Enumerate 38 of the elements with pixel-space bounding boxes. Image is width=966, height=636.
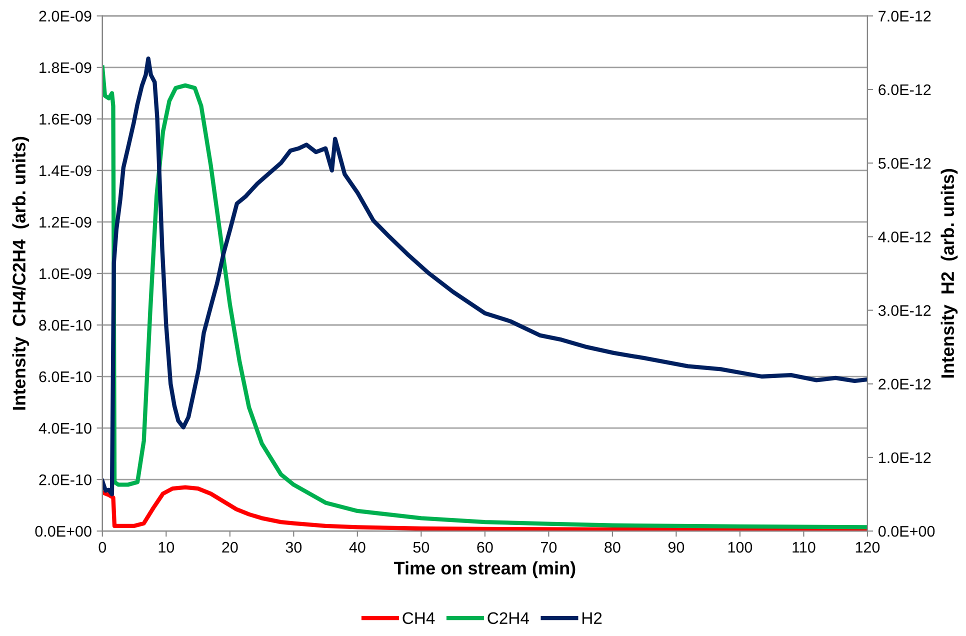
y-tick-label: 0.0E+00	[35, 526, 92, 537]
y2-axis-title: Intensity H2 (arb. units)	[940, 169, 958, 378]
legend-label: C2H4	[488, 612, 530, 624]
y-axis-title: Intensity CH4/C2H4 (arb. units)	[12, 136, 30, 410]
x-tick-label: 40	[349, 542, 366, 553]
y2-tick-label: 0.0E+00	[878, 526, 935, 537]
x-tick-label: 120	[856, 542, 880, 553]
y-tick-label: 2.0E-10	[39, 474, 92, 486]
x-tick-label: 80	[604, 542, 620, 553]
x-tick-label: 60	[477, 542, 493, 553]
y2-tick-label: 7.0E-12	[878, 10, 931, 22]
y2-tick-label: 6.0E-12	[878, 84, 931, 96]
x-tick-label: 10	[158, 542, 174, 553]
y-tick-label: 1.8E-09	[40, 62, 92, 74]
x-tick-label: 30	[286, 542, 302, 553]
y2-tick-label: 4.0E-12	[878, 232, 931, 242]
x-axis-title: Time on stream (min)	[394, 561, 576, 578]
y-tick-label: 2.0E-09	[39, 10, 92, 22]
x-tick-label: 20	[222, 542, 238, 553]
legend-label: CH4	[402, 612, 435, 624]
y2-tick-label: 1.0E-12	[879, 452, 931, 464]
x-tick-label: 90	[668, 542, 684, 553]
x-tick-label: 70	[540, 542, 557, 553]
y-tick-label: 1.6E-09	[40, 114, 92, 125]
x-tick-label: 110	[792, 542, 816, 553]
x-tick-label: 100	[728, 542, 752, 553]
y-tick-label: 8.0E-10	[39, 320, 92, 331]
y2-tick-label: 2.0E-12	[878, 378, 931, 390]
x-tick-label: 50	[413, 542, 430, 553]
y-tick-label: 1.2E-09	[40, 216, 92, 228]
y-tick-label: 1.0E-09	[40, 268, 92, 280]
y-tick-label: 4.0E-10	[38, 422, 92, 434]
x-tick-label: 0	[98, 542, 106, 553]
y2-tick-label: 3.0E-12	[878, 305, 931, 316]
y2-tick-label: 5.0E-12	[878, 158, 931, 169]
y-tick-label: 1.4E-09	[40, 165, 92, 176]
y-tick-label: 6.0E-10	[39, 371, 92, 382]
legend-label: H2	[582, 612, 602, 624]
